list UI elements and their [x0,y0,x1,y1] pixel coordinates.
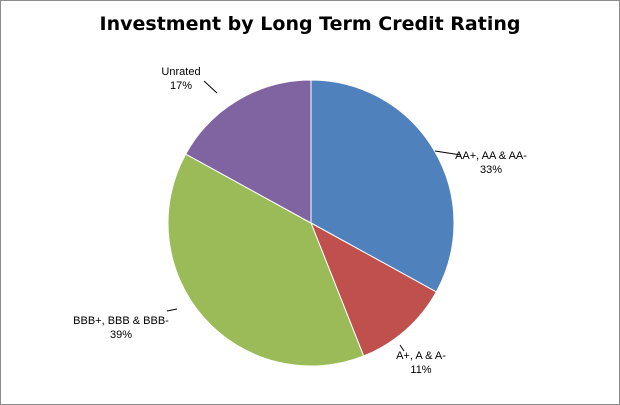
slice-label-bbb-bbb-bbb: BBB+, BBB & BBB- 39% [73,315,169,341]
slice-label-unrated: Unrated 17% [161,66,200,92]
leader-line-bbb-bbb-bbb [166,308,178,312]
chart-title: Investment by Long Term Credit Rating [99,13,521,35]
slice-label-percent: 11% [410,364,431,376]
slice-label-percent: 17% [170,80,192,92]
slice-label-name: Unrated [161,66,200,78]
slice-label-percent: 33% [480,164,502,176]
leader-line-aa-aa-aa [434,150,462,156]
pie-slice-a-a-a [310,221,437,357]
slice-label-name: AA+, AA & AA- [455,150,527,162]
pie-slice-aa-aa-aa [310,79,455,293]
slice-label-a-a-a: A+, A & A- 11% [396,350,446,376]
leader-line-unrated [203,80,218,94]
pie-slice-bbb-bbb-bbb [167,153,365,367]
pie-slice-unrated [185,79,312,224]
slice-label-name: BBB+, BBB & BBB- [73,315,169,327]
slice-label-aa-aa-aa: AA+, AA & AA- 33% [455,150,527,176]
slice-label-name: A+, A & A- [396,350,446,362]
slice-label-percent: 39% [110,329,132,341]
leader-line-a-a-a [399,344,405,352]
